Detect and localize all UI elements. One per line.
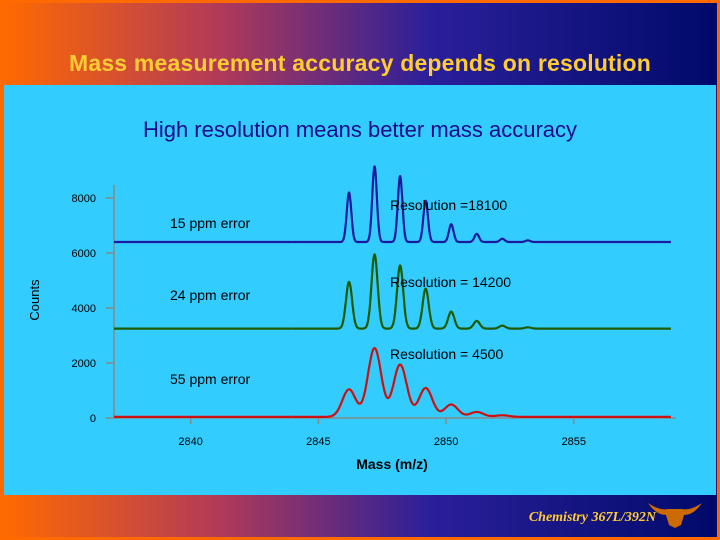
x-ticks: 2840 2845 2850 2855	[178, 418, 586, 448]
y-tick-label: 8000	[72, 193, 96, 205]
course-footer: Chemistry 367L/392N	[528, 510, 656, 525]
annotation-resolution-18100: Resolution =18100	[390, 197, 507, 213]
y-ticks: 0 2000 4000 6000 8000	[72, 193, 114, 425]
x-tick-label: 2845	[306, 436, 330, 448]
series-line-2	[292, 347, 672, 418]
y-tick-label: 0	[90, 413, 96, 425]
annotation-error-55ppm: 55 ppm error	[170, 371, 250, 387]
y-tick-label: 6000	[72, 248, 96, 260]
slide-subtitle: High resolution means better mass accura…	[142, 117, 578, 142]
y-tick-label: 4000	[72, 303, 96, 315]
series-line-1	[292, 253, 672, 330]
y-tick-label: 2000	[72, 358, 96, 370]
annotation-resolution-4500: Resolution = 4500	[390, 346, 503, 362]
annotation-resolution-14200: Resolution = 14200	[390, 274, 511, 290]
series-layer	[114, 165, 672, 418]
x-axis-label: Mass (m/z)	[356, 456, 428, 472]
series-line-0	[292, 165, 672, 244]
longhorn-logo-icon	[648, 503, 702, 528]
annotation-error-24ppm: 24 ppm error	[170, 287, 250, 303]
x-tick-label: 2850	[434, 436, 458, 448]
slide-title: Mass measurement accuracy depends on res…	[68, 50, 652, 76]
x-tick-label: 2855	[562, 436, 586, 448]
y-axis-label: Counts	[27, 279, 42, 321]
content-panel	[4, 85, 716, 495]
annotation-error-15ppm: 15 ppm error	[170, 215, 250, 231]
x-tick-label: 2840	[178, 436, 202, 448]
